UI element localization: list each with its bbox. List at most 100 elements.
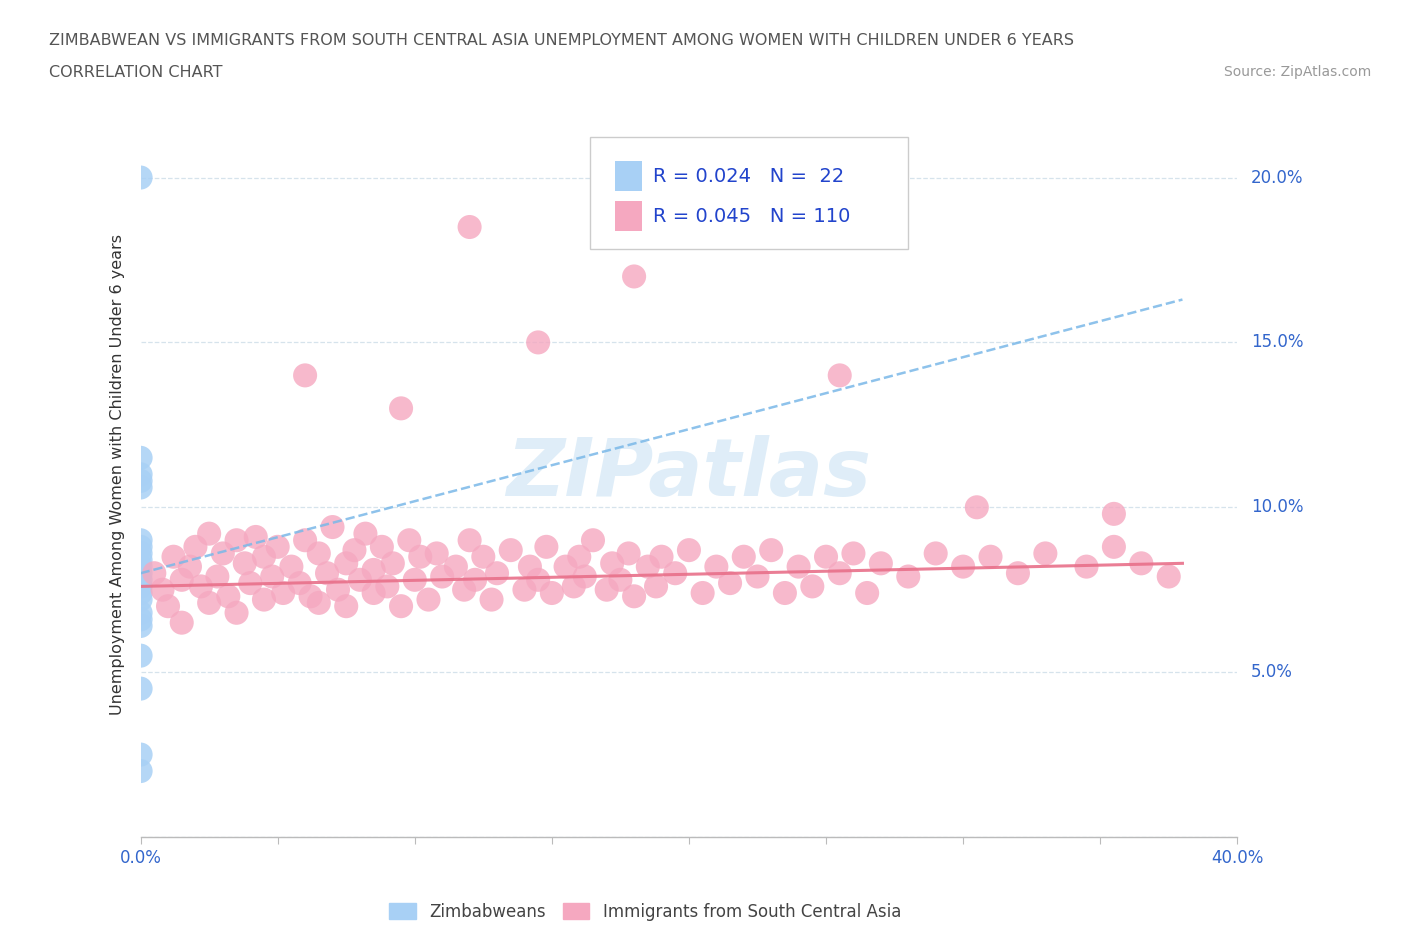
Text: 10.0%: 10.0% (1251, 498, 1303, 516)
Point (562, 579, 585, 594)
Point (129, 681, 152, 696)
Text: ZIPatlas: ZIPatlas (506, 435, 872, 513)
Point (349, 572, 371, 587)
Point (486, 565, 509, 580)
Point (245, 529, 267, 544)
Point (371, 539, 394, 554)
Point (308, 595, 330, 610)
Point (513, 582, 536, 597)
Point (409, 550, 432, 565)
Point (308, 546, 330, 561)
Point (815, 550, 838, 565)
Point (389, 599, 412, 614)
Point (316, 565, 339, 580)
Point (747, 569, 769, 584)
Text: R = 0.045   N = 110: R = 0.045 N = 110 (652, 206, 851, 226)
Point (280, 559, 302, 574)
Point (217, 589, 239, 604)
Point (1035, 546, 1057, 561)
Point (637, 559, 659, 574)
Point (129, 618, 152, 633)
Point (179, 559, 201, 574)
Point (389, 401, 412, 416)
Point (481, 592, 503, 607)
Point (617, 546, 640, 561)
FancyBboxPatch shape (591, 137, 908, 249)
Point (190, 579, 212, 594)
Point (856, 586, 879, 601)
Point (519, 559, 541, 574)
Text: CORRELATION CHART: CORRELATION CHART (49, 65, 222, 80)
Point (129, 579, 152, 594)
Point (554, 559, 576, 574)
Point (184, 539, 207, 554)
Point (664, 565, 686, 580)
Point (1102, 539, 1125, 554)
Y-axis label: Unemployment Among Women with Children Under 6 years: Unemployment Among Women with Children U… (110, 233, 125, 715)
Point (787, 559, 810, 574)
Point (294, 533, 316, 548)
Point (129, 533, 152, 548)
Point (801, 579, 824, 594)
Point (650, 550, 673, 565)
Point (129, 592, 152, 607)
Point (129, 612, 152, 627)
Point (129, 648, 152, 663)
Point (1102, 507, 1125, 522)
Text: R = 0.024   N =  22: R = 0.024 N = 22 (652, 166, 844, 186)
Point (129, 539, 152, 554)
Point (129, 546, 152, 561)
Point (842, 546, 865, 561)
Point (326, 582, 349, 597)
Point (129, 559, 152, 574)
Text: 15.0%: 15.0% (1251, 334, 1303, 352)
Point (828, 368, 851, 383)
Point (239, 576, 262, 591)
Point (129, 450, 152, 465)
Point (623, 589, 645, 604)
Point (162, 550, 184, 565)
Point (952, 559, 974, 574)
Point (444, 559, 467, 574)
Point (773, 586, 796, 601)
Point (363, 563, 385, 578)
Point (253, 550, 276, 565)
Point (398, 533, 420, 548)
Point (966, 499, 988, 514)
Point (143, 565, 166, 580)
Point (870, 556, 893, 571)
Point (129, 747, 152, 762)
Point (129, 467, 152, 482)
Point (377, 579, 399, 594)
Point (404, 572, 426, 587)
Point (692, 586, 714, 601)
Point (645, 579, 668, 594)
Point (582, 533, 605, 548)
Point (233, 556, 256, 571)
Point (321, 520, 344, 535)
Point (262, 569, 284, 584)
Point (129, 552, 152, 567)
Point (527, 572, 550, 587)
Point (568, 550, 591, 565)
Point (718, 576, 741, 591)
Point (288, 576, 311, 591)
Point (761, 543, 783, 558)
Point (335, 556, 357, 571)
Text: 20.0%: 20.0% (1251, 168, 1303, 187)
Point (430, 569, 453, 584)
Point (1076, 559, 1098, 574)
Point (129, 170, 152, 185)
Text: 5.0%: 5.0% (1251, 663, 1294, 681)
FancyBboxPatch shape (616, 201, 641, 232)
Point (458, 219, 481, 234)
Point (157, 599, 180, 614)
Point (706, 559, 728, 574)
Point (453, 582, 475, 597)
Point (211, 546, 233, 561)
Point (426, 546, 449, 561)
Text: Source: ZipAtlas.com: Source: ZipAtlas.com (1223, 65, 1371, 79)
Point (499, 543, 522, 558)
Point (527, 335, 550, 350)
Point (129, 480, 152, 495)
